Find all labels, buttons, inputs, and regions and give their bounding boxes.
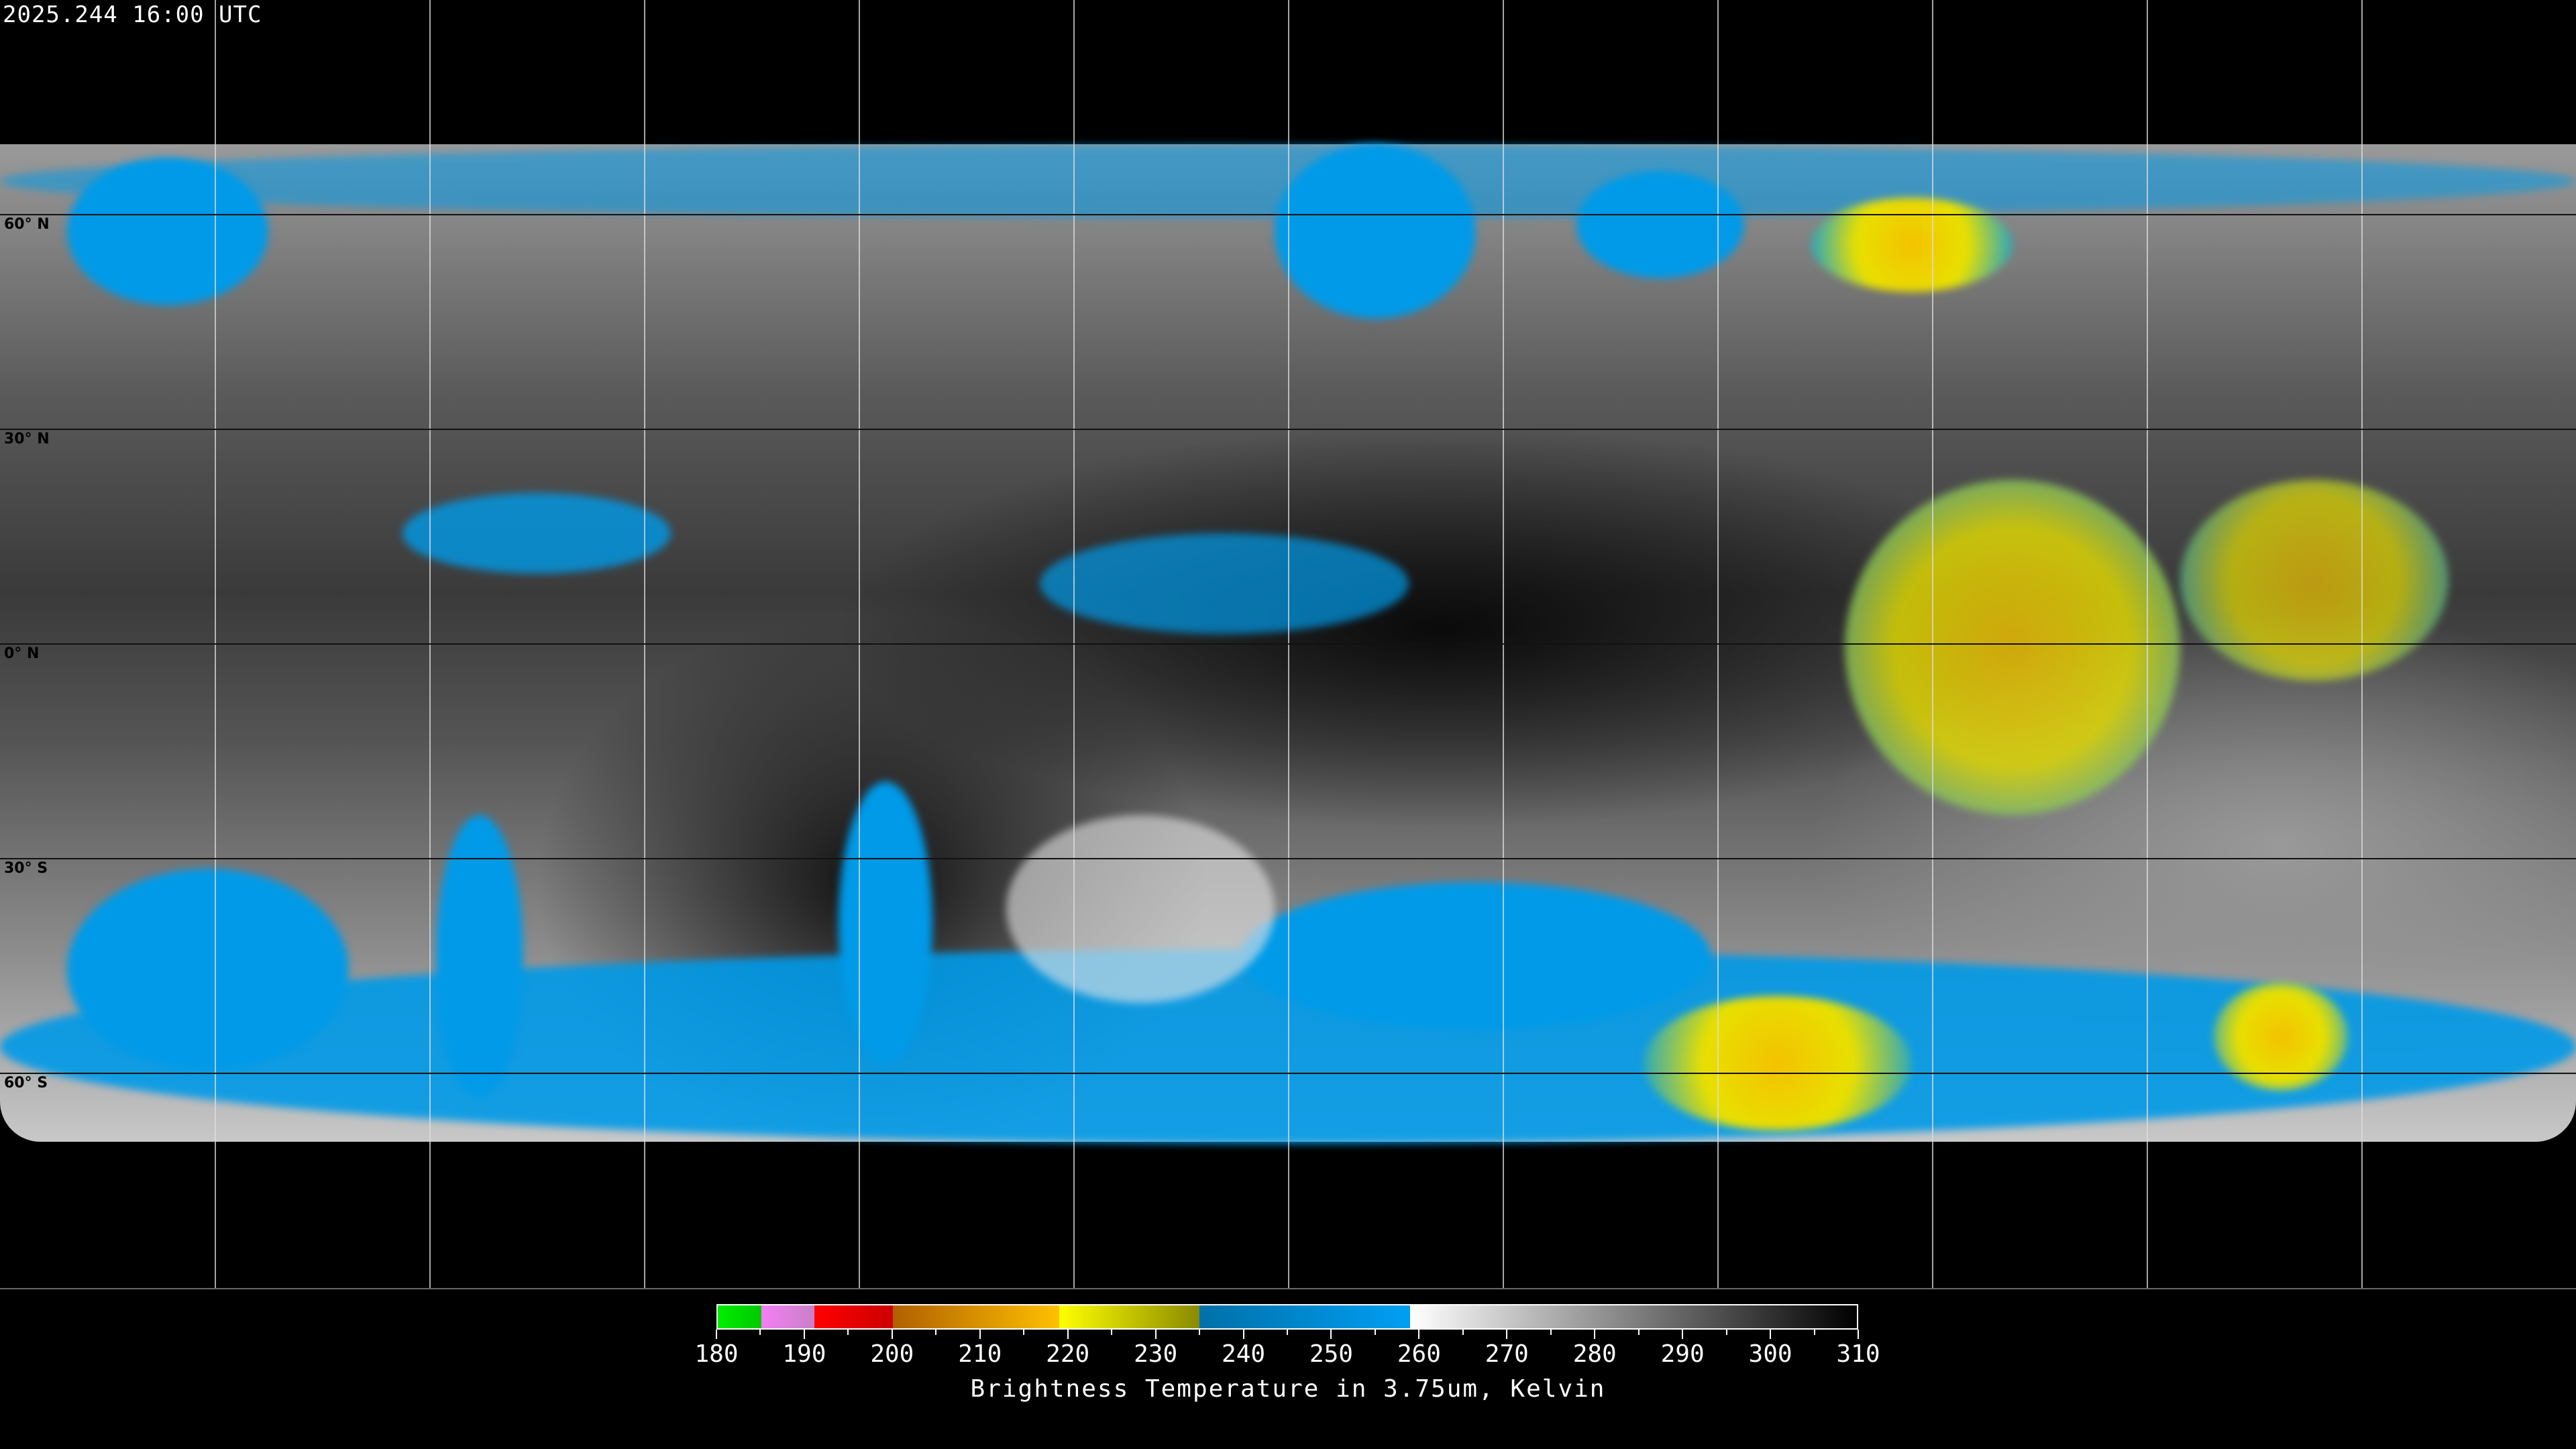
colorbar-tick (1725, 1330, 1727, 1335)
colorbar-tick-label: 200 (870, 1340, 914, 1368)
colorbar-segment (814, 1305, 894, 1328)
lat-label-30n: 30° N (4, 431, 50, 447)
colorbar-tick-label: 300 (1748, 1340, 1792, 1368)
colorbar-tick (1242, 1330, 1244, 1339)
colorbar-tick-label: 280 (1572, 1340, 1617, 1368)
timestamp: 2025.244 16:00 UTC (3, 1, 262, 28)
colorbar-tick (803, 1330, 805, 1339)
colorbar (716, 1304, 1858, 1330)
colorbar-tick (1813, 1330, 1815, 1335)
colorbar-tick (759, 1330, 761, 1335)
colorbar-tick-label: 180 (694, 1340, 739, 1368)
colorbar-tick (1550, 1330, 1552, 1335)
colorbar-tick (1023, 1330, 1025, 1335)
colorbar-segment (1199, 1305, 1410, 1328)
colorbar-tick-label: 310 (1836, 1340, 1880, 1368)
colorbar-tick-label: 270 (1485, 1340, 1529, 1368)
colorbar-tick (1374, 1330, 1376, 1335)
colorbar-tick-label: 240 (1222, 1340, 1266, 1368)
colorbar-tick (1199, 1330, 1201, 1335)
colorbar-title: Brightness Temperature in 3.75um, Kelvin (970, 1375, 1606, 1403)
lat-label-30s: 30° S (4, 860, 48, 877)
colorbar-tick-label: 290 (1660, 1340, 1705, 1368)
colorbar-tick (1638, 1330, 1640, 1335)
colorbar-tick (1155, 1330, 1157, 1339)
colorbar-tick (935, 1330, 937, 1335)
colorbar-tick (1682, 1330, 1684, 1339)
colorbar-tick (1858, 1330, 1859, 1339)
colorbar-tick (1330, 1330, 1332, 1339)
colorbar-tick (979, 1330, 981, 1339)
colorbar-tick (1770, 1330, 1772, 1339)
colorbar-tick-label: 210 (958, 1340, 1002, 1368)
colorbar-tick (847, 1330, 849, 1335)
colorbar-segment (1409, 1305, 1857, 1328)
colorbar-tick (1287, 1330, 1288, 1335)
colorbar-segment (1059, 1305, 1200, 1328)
lat-label-0n: 0° N (4, 645, 40, 662)
colorbar-tick-label: 220 (1046, 1340, 1090, 1368)
colorbar-tick (1418, 1330, 1420, 1339)
colorbar-segment (893, 1305, 1060, 1328)
colorbar-tick-label: 230 (1134, 1340, 1178, 1368)
lat-label-60s: 60° S (4, 1075, 48, 1091)
colorbar-tick (716, 1330, 717, 1339)
colorbar-segment (761, 1305, 814, 1328)
colorbar-tick (1506, 1330, 1508, 1339)
lat-label-60n: 60° N (4, 216, 50, 233)
colorbar-tick-label: 190 (782, 1340, 826, 1368)
colorbar-tick (1462, 1330, 1464, 1335)
satellite-map: 60° N 30° N 0° N 30° S 60° S (0, 0, 2576, 1289)
colorbar-tick (1067, 1330, 1069, 1339)
colorbar-tick-label: 250 (1309, 1340, 1353, 1368)
colorbar-tick-label: 260 (1397, 1340, 1441, 1368)
colorbar-tick (1111, 1330, 1113, 1335)
colorbar-tick (1594, 1330, 1596, 1339)
colorbar-segment (718, 1305, 762, 1328)
colorbar-tick (891, 1330, 893, 1339)
